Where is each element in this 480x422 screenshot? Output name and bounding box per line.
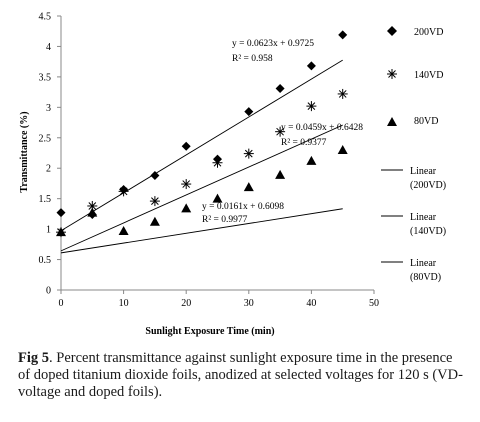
y-tick-label: 3.5 (39, 72, 52, 83)
data-point-140vd (181, 179, 192, 190)
data-point-80vd (181, 203, 192, 213)
r2-200vd: R² = 0.958 (232, 54, 273, 64)
data-point-80vd (87, 207, 98, 217)
data-point-200vd (338, 30, 348, 40)
x-axis-title: Sunlight Exposure Time (min) (145, 326, 274, 337)
data-point-200vd (306, 61, 316, 71)
r2-140vd: R² = 0.9377 (281, 138, 327, 148)
legend-label-linear-80vd: Linear (80VD) (410, 258, 441, 283)
data-point-200vd (275, 83, 285, 93)
x-tick-label: 40 (306, 298, 316, 309)
legend-marker-200vd (387, 26, 397, 36)
equation-80vd: y = 0.0161x + 0.6098 (202, 202, 284, 212)
data-point-200vd (56, 208, 66, 218)
x-tick-label: 50 (369, 298, 379, 309)
data-point-80vd (275, 169, 286, 179)
data-point-80vd (306, 155, 317, 165)
data-point-80vd (56, 227, 66, 237)
data-point-80vd (149, 216, 160, 226)
data-point-140vd (243, 148, 254, 159)
x-tick-label: 10 (119, 298, 129, 309)
equation-140vd: y = 0.0459x + 0.6428 (281, 123, 363, 133)
legend: 200VD 140VD 80VD Linear (200VD) Linear (14… (381, 26, 446, 283)
data-point-80vd (337, 144, 348, 154)
data-points (56, 30, 348, 238)
data-point-140vd (118, 186, 129, 197)
legend-label-linear-200vd: Linear (200VD) (410, 166, 446, 191)
x-tick-label: 20 (181, 298, 191, 309)
data-point-140vd (337, 88, 348, 99)
x-tick-label: 0 (59, 298, 64, 309)
legend-label-linear-140vd: Linear (140VD) (410, 212, 446, 237)
data-point-80vd (243, 182, 254, 192)
data-point-140vd (275, 126, 286, 137)
y-tick-label: 4.5 (39, 12, 52, 23)
x-tick-label: 30 (244, 298, 254, 309)
data-point-140vd (306, 101, 317, 112)
y-tick-label: 2 (46, 164, 51, 175)
data-point-200vd (181, 141, 191, 151)
y-tick-label: 2.5 (39, 133, 52, 144)
data-point-200vd (244, 107, 254, 117)
trendlines (60, 59, 343, 254)
y-axis-title: Transmittance (%) (19, 111, 30, 192)
trendline-140vd (60, 124, 343, 252)
legend-marker-140vd (387, 69, 397, 79)
r2-80vd: R² = 0.9977 (202, 215, 248, 225)
figure-caption-label: Fig 5 (18, 350, 50, 366)
data-point-80vd (118, 225, 129, 235)
data-point-80vd (212, 193, 223, 203)
data-point-140vd (149, 196, 160, 207)
y-tick-label: 3 (46, 103, 51, 114)
y-tick-label: 1 (46, 225, 51, 236)
equation-200vd: y = 0.0623x + 0.9725 (232, 39, 314, 49)
trendline-80vd (60, 208, 343, 254)
ticks: 0 10 20 30 40 50 0 0.5 1 1.5 2 2.5 3 3.5 4 4.5 (39, 12, 380, 310)
legend-label-200vd: 200VD (414, 27, 443, 38)
y-tick-label: 4 (46, 42, 51, 53)
legend-label-140vd: 140VD (414, 70, 443, 81)
figure-caption: Fig 5. Percent transmittance against sun… (18, 350, 468, 401)
trendline-200vd (60, 59, 343, 232)
y-tick-label: 0.5 (39, 255, 52, 266)
legend-label-80vd: 80VD (414, 116, 438, 127)
y-tick-label: 1.5 (39, 194, 52, 205)
data-point-140vd (212, 157, 223, 168)
legend-marker-80vd (387, 117, 397, 126)
y-tick-label: 0 (46, 286, 51, 297)
figure-caption-text: . Percent transmittance against sunlight… (18, 350, 463, 400)
data-point-200vd (150, 171, 160, 181)
